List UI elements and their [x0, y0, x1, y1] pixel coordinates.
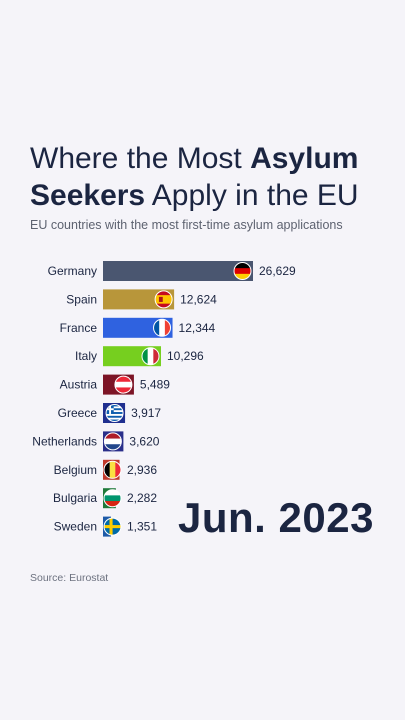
value-label: 10,296 [167, 349, 204, 363]
title-bold-2: Seekers [30, 179, 146, 212]
category-label: Spain [66, 292, 97, 306]
value-label: 26,629 [259, 264, 296, 278]
value-label: 12,344 [179, 321, 216, 335]
bar-row-france: France 12,344 [60, 317, 216, 338]
belgium-flag-icon [103, 460, 122, 479]
bar-chart: Germany 26,629 Spain 12,624 France 12,344 Ital… [32, 261, 296, 537]
greece-flag-icon [105, 404, 124, 422]
date-label: Jun. 2023 [178, 494, 374, 541]
bar-row-spain: Spain 12,624 [66, 289, 217, 310]
category-label: Italy [75, 349, 97, 363]
value-label: 3,917 [131, 406, 161, 420]
bar-row-belgium: Belgium 2,936 [54, 459, 157, 480]
value-label: 5,489 [140, 378, 170, 392]
title-part-1: Where the Most [30, 142, 251, 175]
value-label: 12,624 [180, 292, 217, 306]
title-part-2: Apply in the EU [145, 179, 359, 212]
category-label: France [60, 321, 98, 335]
bar-row-italy: Italy 10,296 [75, 346, 204, 367]
bar-row-greece: Greece 3,917 [58, 403, 161, 423]
bar-row-germany: Germany 26,629 [48, 261, 296, 281]
value-label: 2,282 [127, 491, 157, 505]
france-flag-icon [153, 318, 172, 337]
category-label: Austria [60, 378, 98, 392]
bar-row-netherlands: Netherlands 3,620 [32, 431, 160, 452]
value-label: 3,620 [129, 434, 159, 448]
bar-row-bulgaria: Bulgaria 2,282 [53, 488, 157, 509]
austria-flag-icon [114, 375, 133, 394]
bar [103, 261, 253, 281]
value-label: 1,351 [127, 520, 157, 534]
source-note: Source: Eurostat [30, 572, 109, 584]
chart-title: Where the Most Asylum Seekers Apply in th… [30, 140, 390, 214]
category-label: Belgium [54, 463, 97, 477]
sweden-flag-icon [103, 517, 122, 536]
bar-row-sweden: Sweden 1,351 [54, 516, 157, 537]
value-label: 2,936 [127, 463, 157, 477]
italy-flag-icon [141, 347, 160, 366]
netherlands-flag-icon [103, 432, 122, 451]
bar-row-austria: Austria 5,489 [60, 374, 170, 395]
germany-flag-icon [233, 262, 252, 280]
title-bold-1: Asylum [250, 142, 359, 175]
category-label: Netherlands [32, 434, 97, 448]
chart-subtitle: EU countries with the most first-time as… [30, 218, 343, 232]
spain-flag-icon [154, 290, 173, 309]
category-label: Bulgaria [53, 491, 97, 505]
category-label: Sweden [54, 520, 97, 534]
category-label: Greece [58, 406, 98, 420]
bulgaria-flag-icon [103, 489, 122, 508]
category-label: Germany [48, 264, 97, 278]
